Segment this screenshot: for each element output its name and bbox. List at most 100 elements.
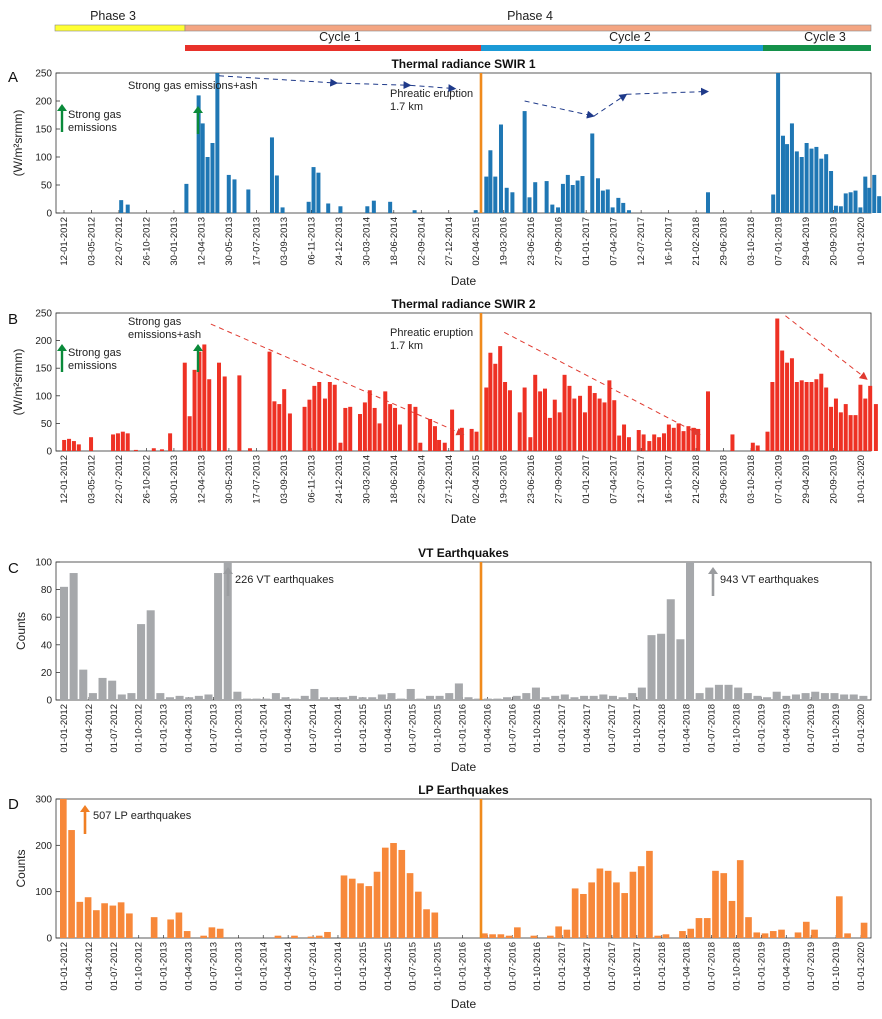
bar [348, 878, 356, 938]
x-tick-label: 27-12-2014 [444, 217, 455, 266]
x-tick-label: 01-01-2012 [59, 942, 70, 991]
bar [127, 693, 136, 700]
bar [133, 449, 138, 451]
bar [377, 423, 382, 451]
bar [252, 698, 261, 700]
bar [804, 382, 809, 451]
bar [412, 210, 417, 213]
x-tick-label: 21-02-2018 [691, 217, 702, 266]
cycle-2-label: Cycle 2 [609, 30, 651, 44]
bar [88, 693, 97, 700]
bar [117, 694, 126, 700]
x-tick-label: 29-06-2018 [719, 455, 730, 504]
bar [819, 158, 824, 213]
bar [488, 150, 493, 213]
bar [187, 416, 192, 451]
x-tick-label: 01-01-2013 [159, 942, 170, 991]
bar [607, 380, 612, 451]
bar [736, 860, 744, 938]
x-tick-label: 21-02-2018 [691, 455, 702, 504]
x-tick-label: 29-04-2019 [801, 217, 812, 266]
bar [175, 695, 184, 700]
bar [780, 350, 785, 451]
bar [200, 123, 205, 213]
x-tick-label: 27-12-2014 [444, 455, 455, 504]
bar [388, 404, 393, 451]
bar [312, 385, 317, 451]
bar [343, 407, 348, 451]
bar [183, 931, 191, 938]
bar [357, 414, 362, 451]
bar [567, 385, 572, 451]
bar [119, 200, 124, 213]
y-axis-label: (W/m²srmm) [11, 110, 25, 177]
bar [505, 935, 513, 938]
bar [647, 441, 652, 451]
bar [117, 902, 125, 938]
bar [544, 181, 549, 213]
x-tick-label: 07-04-2017 [609, 217, 620, 266]
green-arrowhead-icon [57, 104, 67, 111]
bar [843, 193, 848, 213]
x-axis-label: Date [451, 274, 477, 288]
bar [503, 382, 508, 451]
bar [522, 693, 531, 700]
bar [326, 203, 331, 213]
bar [175, 912, 183, 938]
bar [575, 180, 580, 213]
bar [367, 390, 372, 451]
bar [184, 183, 189, 213]
bar [867, 187, 872, 213]
bar [200, 935, 207, 938]
x-tick-label: 01-04-2013 [184, 704, 195, 753]
bar [695, 918, 703, 938]
bar [785, 144, 790, 213]
bar [291, 935, 298, 938]
bar [196, 95, 201, 213]
x-tick-label: 01-01-2018 [657, 704, 668, 753]
bar [679, 931, 686, 938]
bar [307, 399, 312, 451]
bar [657, 633, 666, 700]
bar [724, 684, 733, 700]
bar [802, 921, 810, 938]
bar [626, 437, 631, 451]
y-tick-label: 0 [46, 934, 52, 945]
x-tick-label: 23-06-2016 [526, 217, 537, 266]
bar [316, 172, 321, 213]
x-tick-label: 01-10-2012 [134, 942, 145, 991]
x-tick-label: 01-10-2015 [433, 942, 444, 991]
bar [437, 439, 442, 451]
bar [262, 698, 271, 700]
bar [582, 412, 587, 451]
bar [204, 694, 213, 700]
bar [413, 406, 418, 451]
bar [824, 387, 829, 451]
x-tick-label: 01-07-2013 [208, 704, 219, 753]
bar [277, 404, 282, 451]
bar [137, 624, 146, 700]
bar [507, 390, 512, 451]
bar [595, 178, 600, 213]
bar [610, 207, 615, 213]
x-tick-label: 01-10-2016 [532, 942, 543, 991]
bar [339, 697, 348, 700]
x-tick-label: 27-09-2016 [554, 455, 565, 504]
x-tick-label: 01-04-2014 [283, 704, 294, 753]
bar [504, 187, 509, 213]
bar [602, 402, 607, 451]
bar [282, 389, 287, 451]
y-axis-label: Counts [14, 849, 28, 887]
x-tick-label: 01-01-2016 [458, 942, 469, 991]
y-tick-label: 40 [41, 640, 53, 651]
bar [185, 697, 194, 700]
bar [101, 903, 108, 938]
bar [62, 439, 67, 451]
phase-header: Phase 3 Phase 4 Cycle 1 Cycle 2 Cycle 3 [54, 9, 872, 51]
bar [772, 691, 781, 700]
bar [782, 695, 791, 700]
bar [310, 688, 319, 700]
bar [125, 204, 130, 213]
bar [489, 934, 496, 938]
